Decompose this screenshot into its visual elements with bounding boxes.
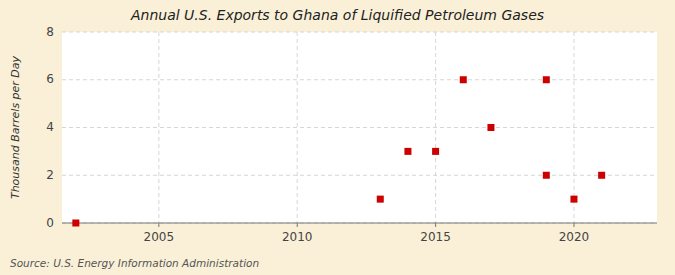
point <box>377 196 384 203</box>
x-tick <box>573 223 574 227</box>
points <box>72 76 605 226</box>
y-grid-line <box>62 79 657 80</box>
plot-background <box>62 32 657 223</box>
point <box>432 148 439 155</box>
chart-container: 0 2 4 6 8 2005 2010 2015 2020 Annual U.S. Exports… <box>0 0 675 275</box>
axes: 0 2 4 6 8 2005 2010 2015 2020 <box>46 25 657 245</box>
y-tick-label: 2 <box>46 168 54 182</box>
y-grid-line <box>62 175 657 176</box>
y-tick-label: 0 <box>46 216 54 230</box>
point <box>404 148 411 155</box>
x-tick <box>435 223 436 227</box>
x-grid-line <box>573 32 574 223</box>
x-tick <box>297 223 298 227</box>
x-axis-line <box>62 223 657 224</box>
point <box>598 172 605 179</box>
y-grid-line <box>62 223 657 224</box>
x-grid-line <box>297 32 298 223</box>
y-grid-line <box>62 32 657 33</box>
x-tick-label: 2020 <box>559 230 590 244</box>
point <box>460 76 467 83</box>
grid <box>62 32 657 223</box>
x-tick-label: 2015 <box>420 230 451 244</box>
x-tick <box>158 223 159 227</box>
point <box>487 124 494 131</box>
x-tick-label: 2010 <box>282 230 313 244</box>
x-grid-line <box>435 32 436 223</box>
point <box>543 172 550 179</box>
y-tick-label: 8 <box>46 25 54 39</box>
point <box>543 76 550 83</box>
y-tick-label: 6 <box>46 72 54 86</box>
x-tick-label: 2005 <box>144 230 175 244</box>
chart: 0 2 4 6 8 2005 2010 2015 2020 Annual U.S. Exports… <box>0 0 675 275</box>
x-grid-line <box>158 32 159 223</box>
point <box>72 220 79 227</box>
point <box>570 196 577 203</box>
title: Annual U.S. Exports to Ghana of Liquifie… <box>130 7 544 23</box>
y-tick-label: 4 <box>46 120 54 134</box>
source-note: Source: U.S. Energy Information Administ… <box>10 257 259 269</box>
y-grid-line <box>62 127 657 128</box>
y-axis-label: Thousand Barrels per Day <box>9 55 22 199</box>
